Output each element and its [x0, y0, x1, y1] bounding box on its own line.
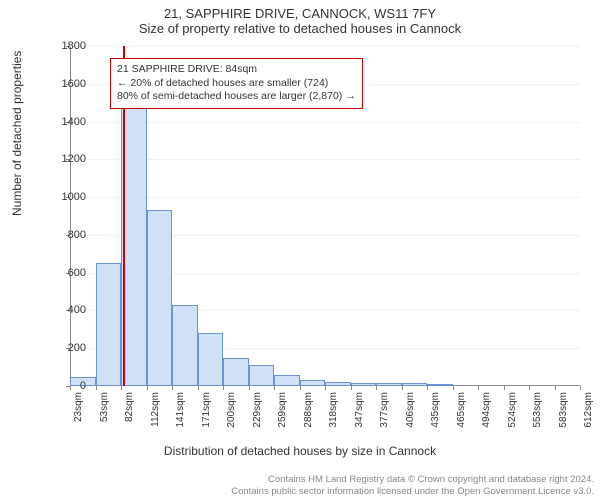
xtick-mark: [529, 386, 530, 390]
xtick-label: 347sqm: [354, 392, 365, 428]
histogram-bar: [427, 384, 453, 386]
ytick-label: 1000: [46, 191, 86, 203]
xtick-label: 200sqm: [226, 392, 237, 428]
annotation-box: 21 SAPPHIRE DRIVE: 84sqm← 20% of detache…: [110, 58, 363, 109]
xtick-mark: [402, 386, 403, 390]
annotation-line1: 21 SAPPHIRE DRIVE: 84sqm: [117, 63, 356, 77]
plot-region: 21 SAPPHIRE DRIVE: 84sqm← 20% of detache…: [70, 46, 580, 386]
gridline: [70, 159, 580, 160]
xtick-label: 494sqm: [481, 392, 492, 428]
xtick-mark: [478, 386, 479, 390]
x-axis-label: Distribution of detached houses by size …: [0, 444, 600, 458]
xtick-label: 229sqm: [252, 392, 263, 428]
xtick-label: 53sqm: [99, 392, 110, 422]
xtick-label: 553sqm: [532, 392, 543, 428]
xtick-label: 171sqm: [201, 392, 212, 428]
xtick-mark: [223, 386, 224, 390]
xtick-label: 112sqm: [150, 392, 161, 427]
footer-attribution: Contains HM Land Registry data © Crown c…: [231, 474, 594, 498]
xtick-mark: [198, 386, 199, 390]
histogram-bar: [249, 365, 275, 386]
ytick-label: 1400: [46, 116, 86, 128]
gridline: [70, 197, 580, 198]
histogram-bar: [376, 383, 402, 386]
xtick-label: 377sqm: [379, 392, 390, 428]
histogram-bar: [351, 383, 377, 386]
ytick-label: 400: [46, 304, 86, 316]
histogram-bar: [198, 333, 224, 386]
title-main: 21, SAPPHIRE DRIVE, CANNOCK, WS11 7FY: [0, 0, 600, 21]
xtick-label: 465sqm: [456, 392, 467, 428]
xtick-label: 406sqm: [405, 392, 416, 428]
xtick-mark: [325, 386, 326, 390]
histogram-bar: [223, 358, 249, 386]
xtick-mark: [504, 386, 505, 390]
xtick-label: 141sqm: [175, 392, 186, 428]
gridline: [70, 122, 580, 123]
histogram-bar: [96, 263, 122, 386]
xtick-mark: [427, 386, 428, 390]
annotation-line3: 80% of semi-detached houses are larger (…: [117, 90, 356, 104]
ytick-label: 800: [46, 229, 86, 241]
xtick-mark: [96, 386, 97, 390]
xtick-label: 612sqm: [583, 392, 594, 428]
histogram-bar: [172, 305, 198, 386]
ytick-label: 0: [46, 380, 86, 392]
chart-area: 21 SAPPHIRE DRIVE: 84sqm← 20% of detache…: [70, 46, 580, 386]
xtick-label: 288sqm: [303, 392, 314, 428]
xtick-mark: [555, 386, 556, 390]
histogram-bar: [402, 383, 428, 386]
y-axis-line: [70, 46, 71, 386]
xtick-mark: [147, 386, 148, 390]
title-sub: Size of property relative to detached ho…: [0, 21, 600, 40]
gridline: [70, 46, 580, 47]
xtick-label: 435sqm: [430, 392, 441, 428]
histogram-bar: [300, 380, 326, 386]
histogram-bar: [147, 210, 173, 386]
histogram-bar: [121, 106, 147, 386]
chart-container: 21, SAPPHIRE DRIVE, CANNOCK, WS11 7FY Si…: [0, 0, 600, 500]
xtick-mark: [300, 386, 301, 390]
footer-line2: Contains public sector information licen…: [231, 486, 594, 498]
xtick-label: 318sqm: [328, 392, 339, 428]
xtick-mark: [453, 386, 454, 390]
y-axis-label: Number of detached properties: [10, 51, 24, 216]
xtick-label: 583sqm: [558, 392, 569, 428]
xtick-mark: [249, 386, 250, 390]
xtick-mark: [351, 386, 352, 390]
xtick-label: 524sqm: [507, 392, 518, 428]
xtick-label: 259sqm: [277, 392, 288, 428]
ytick-label: 200: [46, 342, 86, 354]
ytick-label: 1200: [46, 153, 86, 165]
xtick-mark: [274, 386, 275, 390]
xtick-label: 23sqm: [73, 392, 84, 422]
xtick-mark: [121, 386, 122, 390]
xtick-label: 82sqm: [124, 392, 135, 422]
histogram-bar: [274, 375, 300, 386]
xtick-mark: [172, 386, 173, 390]
ytick-label: 1600: [46, 78, 86, 90]
ytick-label: 600: [46, 267, 86, 279]
xtick-mark: [376, 386, 377, 390]
ytick-label: 1800: [46, 40, 86, 52]
annotation-line2: ← 20% of detached houses are smaller (72…: [117, 77, 356, 91]
histogram-bar: [325, 382, 351, 386]
xtick-mark: [580, 386, 581, 390]
footer-line1: Contains HM Land Registry data © Crown c…: [231, 474, 594, 486]
